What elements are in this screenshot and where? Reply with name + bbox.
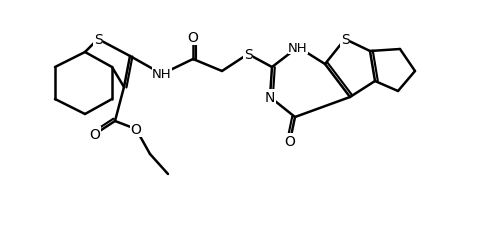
Text: S: S: [341, 33, 349, 47]
Text: N: N: [265, 91, 275, 105]
Text: NH: NH: [152, 68, 172, 81]
Text: NH: NH: [288, 41, 308, 54]
Text: O: O: [285, 134, 295, 148]
Text: O: O: [89, 128, 100, 141]
Text: O: O: [188, 31, 199, 45]
Text: O: O: [130, 122, 141, 137]
Text: S: S: [94, 33, 102, 47]
Text: S: S: [244, 48, 252, 62]
